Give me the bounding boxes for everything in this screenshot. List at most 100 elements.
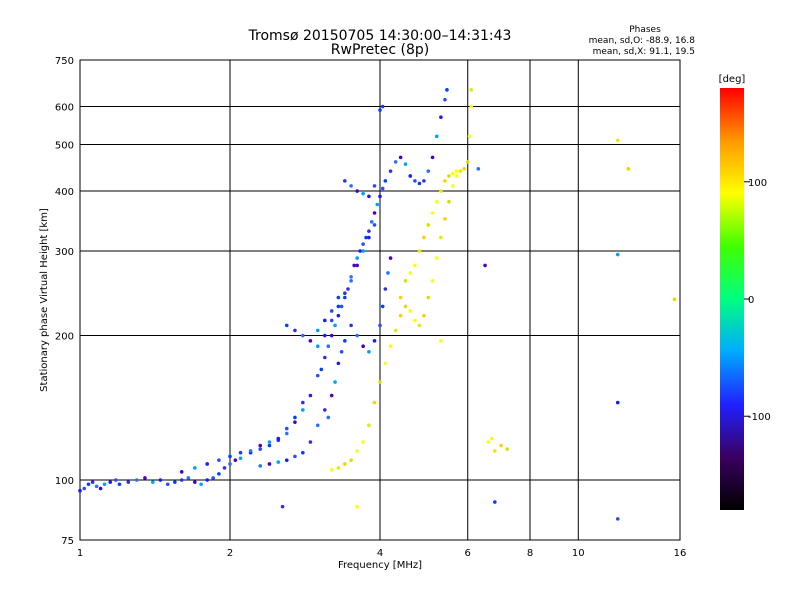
data-point-o [372,223,377,227]
data-point-o [258,443,263,448]
data-point-o [228,454,232,459]
x-tick-label: 16 [674,548,687,559]
y-tick-label: 600 [55,103,74,114]
data-point-o [267,443,272,448]
data-point-o [417,181,422,186]
data-point-x [413,318,417,323]
data-point-o [343,291,347,296]
data-point-o [430,155,435,160]
data-point-o [367,194,371,199]
data-point-o [78,488,82,493]
data-point-x [615,138,620,143]
data-point-o [315,373,320,378]
data-point-x [367,423,371,428]
data-point-x [422,313,426,318]
x-tick-label: 2 [227,548,233,559]
data-point-o [336,295,341,300]
data-point-x [454,169,459,173]
data-point-o [258,464,263,468]
data-point-o [199,482,203,487]
data-point-o [301,408,305,412]
data-point-x [469,88,474,92]
data-point-x [626,167,631,171]
data-point-o [143,476,147,480]
data-point-o [117,482,122,487]
legend-line-x: mean, sd,X: 91.1, 19.5 [593,47,695,57]
data-point-o [343,339,347,343]
y-tick-label: 300 [55,247,74,258]
data-point-o [615,252,620,257]
data-point-o [217,458,221,462]
data-point-x [447,174,451,178]
data-point-o [315,344,320,349]
data-point-x [439,189,443,193]
data-point-o [398,155,403,160]
data-point-o [380,186,385,191]
data-point-o [367,349,371,354]
data-point-o [258,447,263,451]
data-point-x [413,263,417,268]
data-point-o [293,420,297,424]
data-point-o [383,287,388,291]
data-point-o [615,400,620,405]
data-point-o [293,415,297,420]
x-axis-label: Frequency [MHz] [338,560,422,571]
data-point-o [98,486,103,491]
data-point-o [179,470,184,474]
data-point-x [343,462,347,466]
data-point-o [388,169,393,173]
data-point-x [361,440,365,444]
data-point-x [486,440,491,444]
data-point-o [378,323,382,328]
data-point-o [361,249,365,253]
data-point-o [158,478,163,482]
data-point-x [372,400,377,405]
data-point-o [372,339,377,343]
data-point-o [108,480,113,484]
data-point-o [165,482,170,487]
data-point-o [293,328,297,333]
data-point-o [193,466,197,470]
data-point-o [343,295,347,300]
data-point-o [293,454,297,459]
data-point-o [361,191,365,196]
data-point-o [476,167,481,171]
data-point-o [355,256,359,260]
data-point-o [233,458,238,462]
data-point-o [211,476,215,480]
data-point-o [439,115,443,120]
y-tick-label: 75 [61,536,74,547]
data-point-o [483,263,487,268]
data-point-o [284,426,289,431]
data-point-x [430,211,435,215]
data-point-x [443,179,447,183]
data-point-o [349,279,353,283]
data-point-o [173,480,177,484]
data-point-x [505,447,509,451]
y-axis-ticks: 75 100 200 300 400 500 600 750 [55,56,74,547]
data-point-o [205,478,209,482]
data-point-o [82,486,87,491]
data-point-x [426,295,431,300]
legend-line-o: mean, sd,O: -88.9, 16.8 [589,36,696,46]
data-point-o [422,179,426,183]
data-point-x [388,344,393,349]
data-point-x [439,339,443,343]
data-point-x [403,279,408,283]
data-point-o [349,275,353,279]
data-point-x [493,449,497,453]
data-point-x [408,271,413,275]
data-point-o [301,400,305,405]
data-point-o [329,318,334,323]
data-point-o [349,184,353,188]
data-point-o [102,482,107,487]
data-point-o [114,478,118,482]
data-point-x [417,323,422,328]
data-point-o [90,480,95,484]
x-tick-label: 1 [77,548,83,559]
data-point-o [276,460,281,464]
y-tick-label: 400 [55,187,74,198]
data-point-x [451,184,455,188]
data-point-x [393,328,398,333]
data-point-o [333,323,337,328]
